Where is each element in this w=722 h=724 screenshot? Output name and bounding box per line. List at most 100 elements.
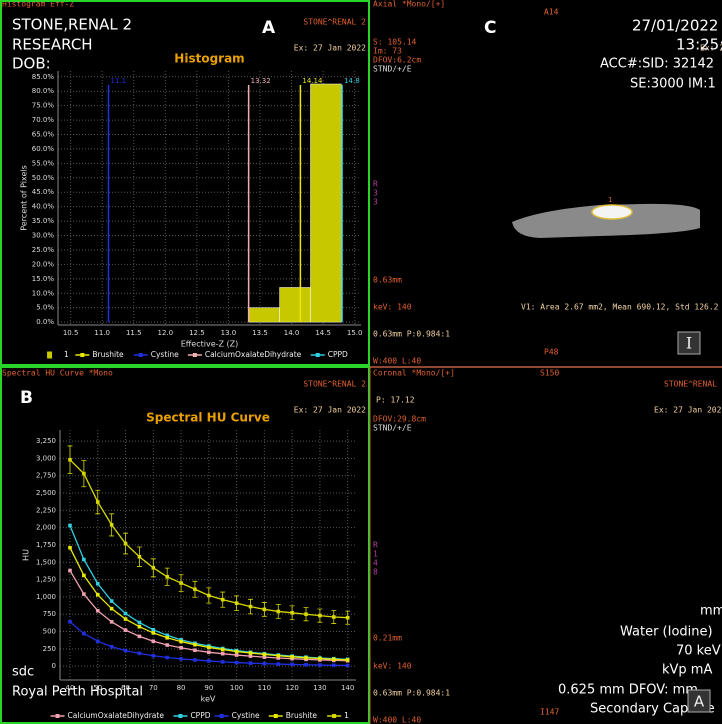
- data-point: [138, 635, 142, 639]
- data-point: [82, 574, 86, 578]
- orientation: 1: [373, 550, 378, 559]
- x-tick-label: 90: [204, 684, 213, 692]
- data-point: [207, 646, 211, 650]
- exam: Ex: 27 Jan 2022: [294, 406, 366, 415]
- chart-title: Spectral HU Curve: [146, 411, 270, 425]
- x-axis-label: Effective-Z (Z): [181, 340, 239, 349]
- patient: STONE,RENAL 2: [12, 16, 132, 34]
- data-point: [235, 653, 239, 657]
- data-point: [249, 654, 253, 658]
- legend-label: Brushite: [286, 711, 318, 720]
- data-point: [110, 599, 114, 603]
- p-position: P: 17.12: [376, 396, 415, 405]
- legend-label: CPPD: [190, 711, 210, 720]
- panel-letter: A: [262, 18, 276, 38]
- y-tick-label: 25.0%: [32, 246, 55, 254]
- y-tick-label: 20.0%: [32, 260, 55, 268]
- data-point: [68, 620, 72, 624]
- info-line: kVp mA: [662, 663, 712, 678]
- inferior: I147: [540, 708, 559, 717]
- viewer: Histogram Eff-Z STONE,RENAL 2 RESEARCH D…: [0, 0, 722, 724]
- legend-label: Brushite: [92, 350, 124, 359]
- data-point: [263, 608, 267, 612]
- y-tick-label: 0.0%: [36, 318, 54, 326]
- kev: keV: 140: [373, 662, 412, 671]
- data-point: [193, 648, 197, 652]
- data-point: [263, 662, 267, 666]
- reference-label: 13.32: [251, 77, 271, 85]
- exam: Ex: 27 Jan 202: [654, 406, 722, 415]
- pitch: 0.63mm P:0.984:1: [373, 330, 450, 339]
- orientation: 3: [373, 189, 378, 198]
- data-point: [110, 523, 114, 527]
- data-point: [332, 657, 336, 661]
- x-axis-label: keV: [201, 695, 216, 704]
- y-tick-label: 3,000: [36, 454, 56, 462]
- y-tick-label: 70.0%: [32, 116, 55, 124]
- data-point: [96, 609, 100, 613]
- x-tick-label: 14.0: [284, 329, 300, 337]
- data-point: [165, 636, 169, 640]
- data-point: [235, 661, 239, 665]
- data-point: [151, 654, 155, 658]
- site: sdc: [12, 665, 34, 680]
- caption: Spectral HU Curve *Mono: [2, 369, 113, 378]
- x-tick-label: 100: [230, 684, 243, 692]
- data-point: [235, 601, 239, 605]
- y-axis-label: Percent of Pixels: [20, 165, 29, 231]
- y-tick-label: 0: [52, 662, 56, 670]
- legend-label: 1: [344, 711, 349, 720]
- y-tick-label: 65.0%: [32, 131, 55, 139]
- dfov: DFOV:29.8cm: [373, 415, 426, 424]
- slice: S150: [540, 369, 559, 378]
- recon: STND/+/E: [373, 65, 412, 74]
- data-point: [124, 649, 128, 653]
- reference-label: 11.1: [111, 77, 127, 85]
- caption: Axial *Mono/[+]: [373, 0, 445, 9]
- window: W:400 L:40: [373, 716, 421, 724]
- data-point: [138, 555, 142, 559]
- data-point: [138, 652, 142, 656]
- legend-swatch: [47, 352, 52, 359]
- data-point: [68, 569, 72, 573]
- legend-label: Cystine: [232, 711, 260, 720]
- series: SE:3000 IM:1: [630, 77, 716, 92]
- data-point: [124, 628, 128, 632]
- data-point: [96, 582, 100, 586]
- s-position: S: 105.14: [373, 38, 417, 47]
- data-point: [179, 657, 183, 661]
- data-point: [96, 639, 100, 643]
- stone-roi: [592, 205, 632, 219]
- data-point: [179, 581, 183, 585]
- data-point: [346, 658, 350, 662]
- data-point: [249, 605, 253, 609]
- legend-label: Cystine: [151, 350, 179, 359]
- data-point: [290, 663, 294, 667]
- data-point: [193, 643, 197, 647]
- data-point: [207, 650, 211, 654]
- legend-swatch: [56, 714, 60, 718]
- kev: keV: 140: [373, 303, 412, 312]
- recon: STND/+/E: [373, 424, 412, 433]
- data-point: [304, 656, 308, 660]
- y-tick-label: 2,000: [36, 524, 56, 532]
- x-tick-label: 13.0: [221, 329, 237, 337]
- data-point: [332, 615, 336, 619]
- x-tick-label: 40: [66, 684, 75, 692]
- info-line: 70 keV: [676, 644, 721, 659]
- y-tick-label: 35.0%: [32, 217, 55, 225]
- x-tick-label: 10.5: [63, 329, 79, 337]
- data-point: [179, 640, 183, 644]
- data-point: [110, 607, 114, 611]
- x-tick-label: 130: [313, 684, 326, 692]
- data-point: [193, 587, 197, 591]
- data-point: [290, 655, 294, 659]
- data-point: [110, 620, 114, 624]
- data-point: [165, 656, 169, 660]
- pitch: 0.63mm P:0.984:1: [373, 689, 450, 698]
- data-point: [263, 653, 267, 657]
- y-axis-label: HU: [22, 549, 31, 561]
- y-tick-label: 75.0%: [32, 102, 55, 110]
- data-point: [82, 472, 86, 476]
- x-tick-label: 120: [285, 684, 298, 692]
